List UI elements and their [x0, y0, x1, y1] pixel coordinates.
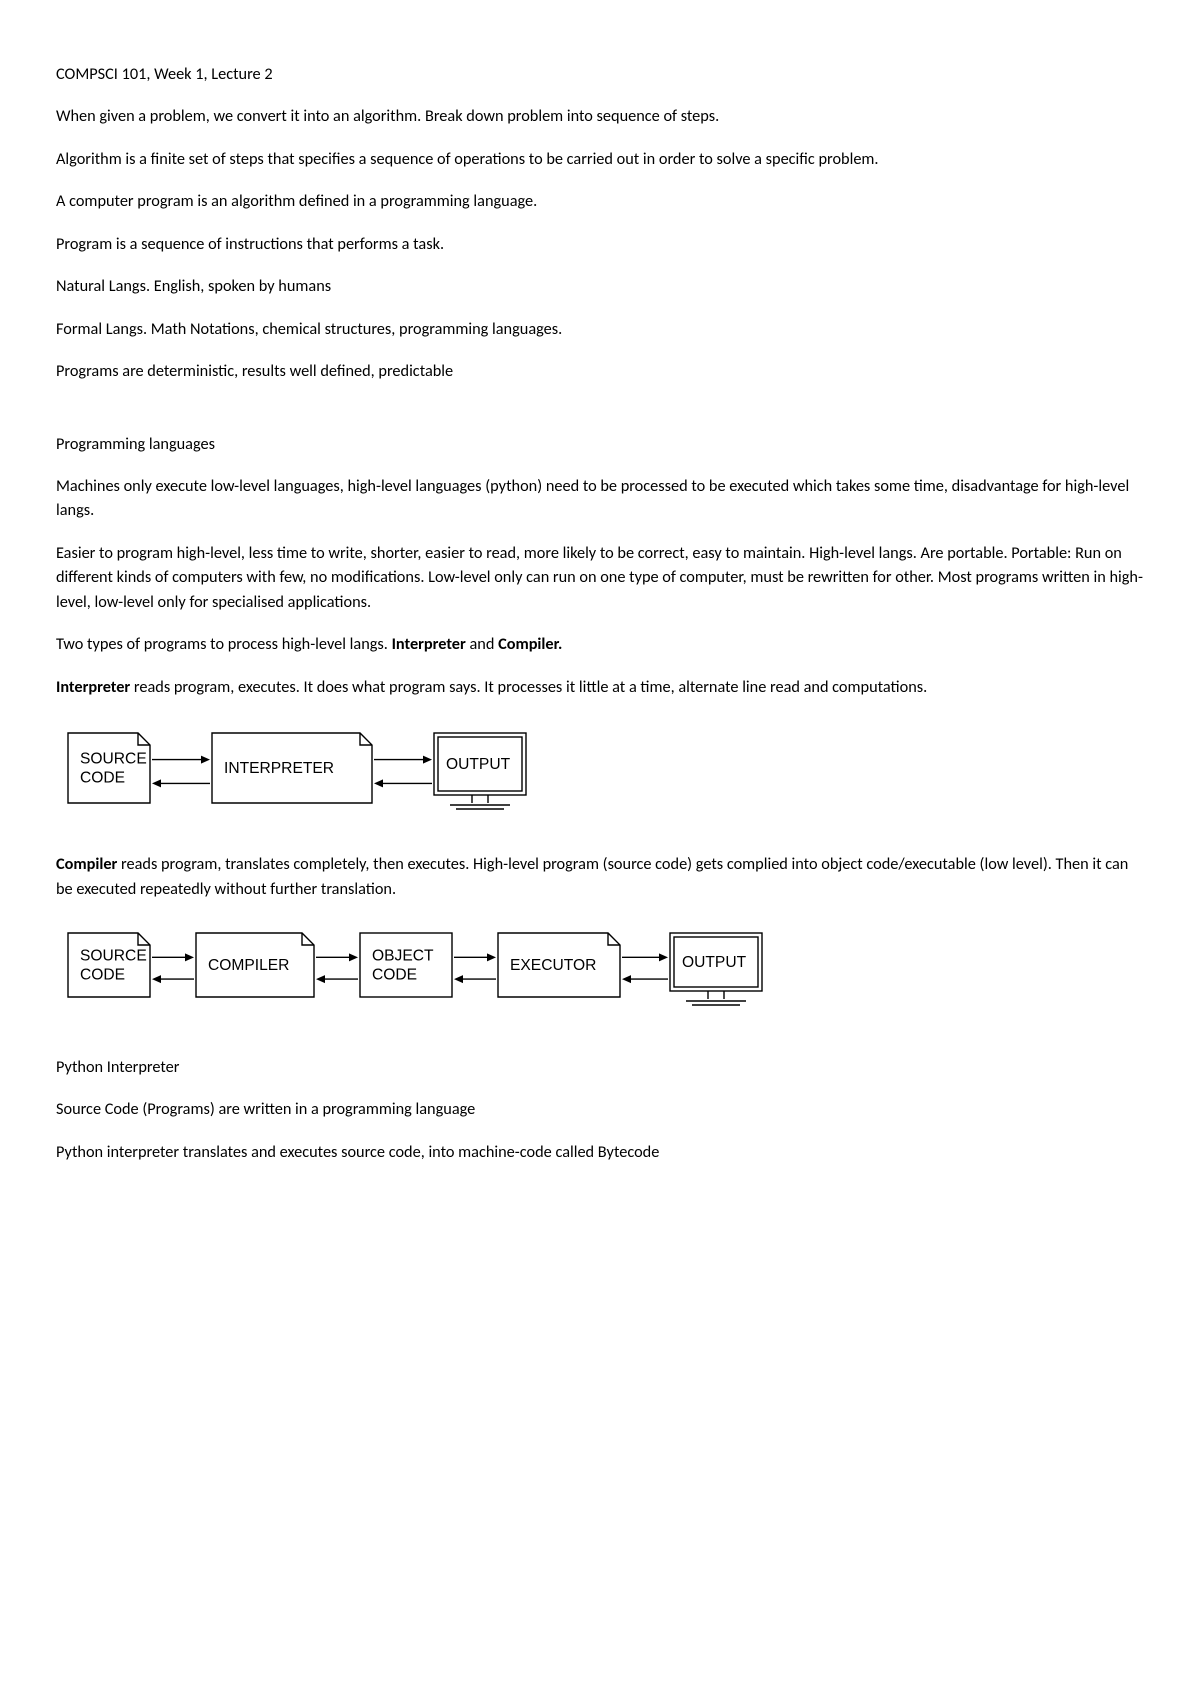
svg-text:OUTPUT: OUTPUT [446, 756, 511, 773]
text: reads program, translates completely, th… [56, 854, 1128, 898]
paragraph: Algorithm is a finite set of steps that … [56, 147, 1144, 171]
paragraph: Natural Langs. English, spoken by humans [56, 274, 1144, 298]
paragraph: Program is a sequence of instructions th… [56, 232, 1144, 256]
interpreter-diagram: SOURCE CODE INTERPRETER OUTPUT [56, 717, 1144, 824]
svg-text:OUTPUT: OUTPUT [682, 954, 747, 971]
paragraph: Machines only execute low-level language… [56, 474, 1144, 523]
term-interpreter: Interpreter [56, 677, 130, 697]
paragraph: Interpreter reads program, executes. It … [56, 675, 1144, 699]
paragraph: When given a problem, we convert it into… [56, 104, 1144, 128]
paragraph: Compiler reads program, translates compl… [56, 852, 1144, 901]
svg-text:CODE: CODE [372, 967, 417, 984]
paragraph: Programs are deterministic, results well… [56, 359, 1144, 383]
page-title: COMPSCI 101, Week 1, Lecture 2 [56, 62, 1144, 86]
svg-text:COMPILER: COMPILER [208, 957, 289, 974]
svg-text:SOURCE: SOURCE [80, 948, 147, 965]
text: and [466, 634, 498, 654]
section-heading: Python Interpreter [56, 1055, 1144, 1079]
paragraph: A computer program is an algorithm defin… [56, 189, 1144, 213]
paragraph: Python interpreter translates and execut… [56, 1140, 1144, 1164]
term-compiler: Compiler [56, 854, 117, 874]
text: reads program, executes. It does what pr… [130, 677, 927, 697]
term-compiler: Compiler. [498, 634, 562, 654]
svg-text:INTERPRETER: INTERPRETER [224, 760, 334, 777]
svg-text:CODE: CODE [80, 770, 125, 787]
paragraph: Easier to program high-level, less time … [56, 541, 1144, 614]
svg-text:CODE: CODE [80, 967, 125, 984]
svg-text:OBJECT: OBJECT [372, 948, 434, 965]
svg-text:SOURCE: SOURCE [80, 751, 147, 768]
section-heading: Programming languages [56, 432, 1144, 456]
paragraph: Source Code (Programs) are written in a … [56, 1097, 1144, 1121]
paragraph: Formal Langs. Math Notations, chemical s… [56, 317, 1144, 341]
paragraph: Two types of programs to process high-le… [56, 632, 1144, 656]
svg-text:EXECUTOR: EXECUTOR [510, 957, 596, 974]
compiler-diagram: SOURCE CODE COMPILER OBJECT CODE EXECUTOR O… [56, 919, 1144, 1026]
text: Two types of programs to process high-le… [56, 634, 392, 654]
term-interpreter: Interpreter [392, 634, 466, 654]
section-gap [56, 402, 1144, 432]
